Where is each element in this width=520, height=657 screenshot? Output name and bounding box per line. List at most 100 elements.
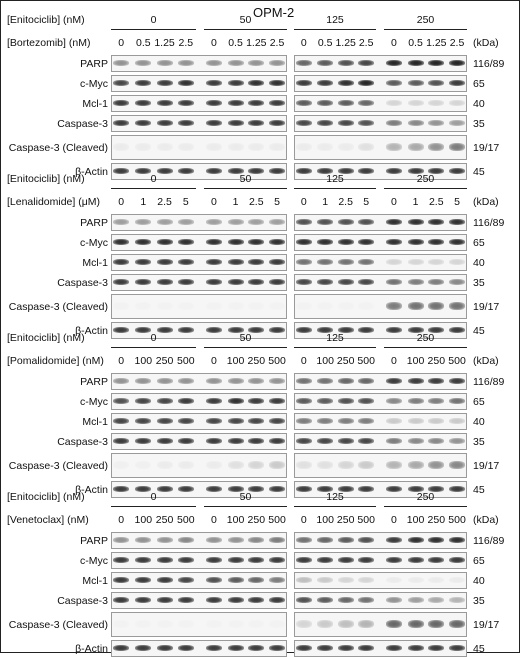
protein-band [135, 537, 152, 543]
protein-band [248, 577, 265, 583]
protein-band [248, 302, 264, 310]
protein-band [385, 378, 402, 384]
protein-band [269, 620, 285, 628]
protein-band [449, 239, 466, 245]
protein-band [449, 398, 466, 404]
blot-membrane [111, 612, 287, 637]
protein-band [135, 418, 152, 424]
blot-membrane [294, 592, 467, 609]
protein-band [135, 461, 151, 469]
protein-band [385, 279, 402, 285]
kda-value: 40 [473, 416, 485, 428]
blot-row-label: PARP [80, 535, 108, 547]
blot-membrane [294, 95, 467, 112]
combo-concentration: 5 [454, 196, 460, 208]
blot-membrane [294, 274, 467, 291]
protein-band [269, 597, 286, 603]
protein-band [177, 438, 194, 444]
protein-band [295, 279, 312, 285]
protein-band [135, 438, 152, 444]
protein-band [227, 557, 244, 563]
protein-band [385, 620, 402, 628]
protein-band [156, 143, 173, 151]
blot-membrane [294, 75, 467, 92]
protein-band [385, 259, 402, 265]
blot-membrane [111, 254, 287, 271]
protein-band [317, 168, 334, 174]
protein-band [358, 597, 375, 603]
protein-band [358, 60, 375, 66]
kda-value: 116/89 [473, 58, 505, 70]
protein-band [227, 60, 244, 66]
blot-membrane [294, 532, 467, 549]
protein-band [135, 327, 152, 333]
protein-band [428, 219, 445, 225]
protein-band [317, 577, 334, 583]
protein-band [428, 259, 445, 265]
drug-concentration: 50 [239, 332, 252, 344]
protein-band [317, 461, 334, 469]
protein-band [407, 279, 424, 285]
combo-concentration: 5 [363, 196, 370, 208]
protein-band [358, 620, 375, 628]
protein-band [113, 168, 130, 174]
protein-band [269, 418, 286, 424]
protein-band [177, 100, 194, 106]
protein-band [385, 438, 402, 444]
protein-band [269, 461, 286, 469]
protein-band [337, 279, 354, 285]
kda-value: 40 [473, 575, 485, 587]
protein-band [428, 398, 445, 404]
drug-concentration: 50 [239, 491, 252, 503]
protein-band [337, 219, 354, 225]
protein-band [113, 418, 130, 424]
protein-band [337, 577, 354, 583]
blot-row-label: Mcl-1 [82, 257, 108, 269]
protein-band [205, 537, 222, 543]
protein-band [248, 80, 265, 86]
combo-concentration: 0 [391, 514, 397, 526]
protein-band [337, 168, 354, 174]
blot-membrane [111, 592, 287, 609]
protein-band [113, 537, 130, 543]
blot-row-label: Caspase-3 [57, 118, 108, 130]
protein-band [317, 80, 334, 86]
protein-band [135, 486, 152, 492]
combo-concentration: 500 [268, 355, 286, 367]
combo-concentration: 0 [211, 37, 217, 49]
drug-concentration: 125 [326, 332, 344, 344]
kda-value: 19/17 [473, 619, 500, 631]
protein-band [337, 80, 354, 86]
protein-band [385, 143, 402, 151]
group-underline [111, 506, 196, 507]
protein-band [269, 398, 286, 404]
protein-band [407, 60, 424, 66]
protein-band [317, 219, 334, 225]
combo-concentration: 500 [177, 514, 195, 526]
protein-band [156, 100, 173, 106]
protein-band [317, 120, 334, 126]
combo-concentration: 0.5 [408, 37, 423, 49]
blot-membrane [294, 453, 467, 478]
combo-concentration: 1 [140, 196, 147, 208]
blot-membrane [294, 234, 467, 251]
protein-band [295, 537, 312, 543]
protein-band [449, 378, 466, 384]
protein-band [358, 486, 375, 492]
combo-concentration: 250 [155, 355, 174, 367]
combo-concentration: 250 [427, 514, 446, 526]
protein-band [428, 327, 445, 333]
figure-title: OPM-2 [253, 5, 295, 20]
blot-row-label: c-Myc [80, 396, 108, 408]
protein-band [248, 461, 265, 469]
protein-band [227, 327, 244, 333]
combo-concentration: 250 [336, 514, 355, 526]
protein-band [135, 620, 151, 628]
protein-band [295, 398, 312, 404]
protein-band [227, 597, 244, 603]
protein-band [449, 620, 466, 628]
protein-band [449, 259, 466, 265]
protein-band [113, 100, 130, 106]
blot-row-label: PARP [80, 217, 108, 229]
protein-band [227, 398, 244, 404]
